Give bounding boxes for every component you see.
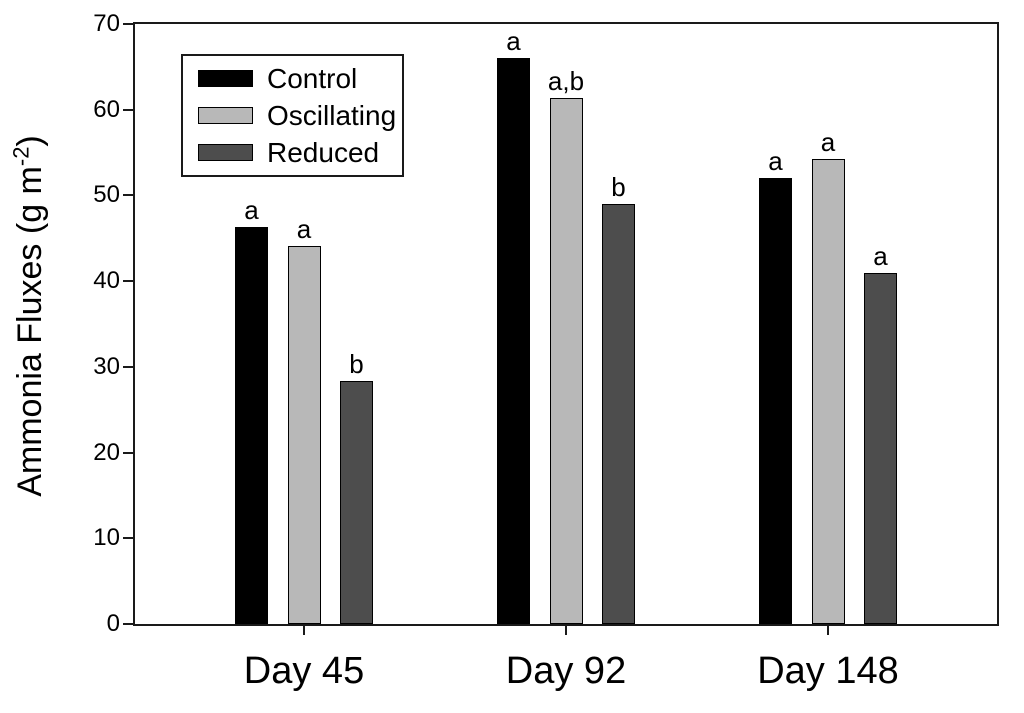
y-axis-title-close: ) — [11, 135, 49, 147]
legend-label-reduced: Reduced — [267, 136, 380, 168]
y-tick-label: 10 — [93, 524, 120, 552]
significance-letter: a — [820, 127, 836, 158]
y-tick — [123, 194, 133, 197]
bar-reduced-day92 — [602, 204, 635, 624]
bar-control-day92 — [497, 58, 530, 624]
legend-item-oscillating: Oscillating — [198, 99, 402, 131]
significance-letter: a — [244, 195, 259, 226]
y-tick-label: 30 — [93, 352, 120, 380]
legend-item-control: Control — [198, 62, 402, 94]
bar-oscillating-day45 — [287, 246, 321, 624]
y-tick — [123, 623, 133, 625]
y-tick-label: 40 — [93, 267, 120, 295]
x-tick — [827, 626, 829, 635]
x-category-label: Day 148 — [757, 650, 899, 692]
significance-letter: a — [768, 146, 783, 177]
x-category-label: Day 45 — [243, 650, 365, 692]
legend-swatch-reduced — [198, 144, 253, 161]
legend-swatch-control — [198, 70, 253, 87]
significance-letter: a,b — [547, 65, 585, 96]
x-tick — [303, 626, 305, 635]
significance-letter: b — [611, 172, 626, 202]
x-tick — [565, 626, 567, 635]
bar-oscillating-day92 — [549, 97, 583, 624]
legend-label-control: Control — [267, 62, 358, 94]
legend-item-reduced: Reduced — [198, 136, 402, 168]
bar-oscillating-day148 — [811, 159, 845, 624]
y-tick-label: 60 — [93, 95, 120, 123]
significance-letter: b — [349, 348, 364, 379]
bar-control-day45 — [235, 227, 268, 624]
bar-reduced-day148 — [864, 272, 897, 624]
y-tick — [123, 23, 133, 25]
legend-label-oscillating: Oscillating — [267, 99, 397, 131]
y-tick — [123, 451, 133, 454]
y-tick — [123, 108, 133, 111]
significance-letter: a — [296, 214, 312, 244]
y-tick-label: 0 — [106, 610, 120, 637]
x-category-label: Day 92 — [505, 650, 627, 692]
y-axis-title-exponent: -2 — [8, 146, 34, 167]
y-tick — [123, 280, 133, 283]
y-tick-label: 20 — [93, 438, 120, 466]
significance-letter: a — [873, 240, 888, 271]
bar-control-day148 — [759, 178, 792, 624]
y-tick — [123, 365, 133, 368]
y-tick-label: 50 — [93, 181, 120, 209]
bar-reduced-day45 — [340, 380, 373, 624]
legend: Control Oscillating Reduced — [181, 54, 404, 177]
y-tick — [123, 537, 133, 540]
legend-swatch-oscillating — [198, 107, 253, 124]
plot-area: Control Oscillating Reduced 0 10 20 30 40 50 6… — [93, 12, 999, 690]
y-axis-title-text: Ammonia Fluxes (g m — [11, 166, 49, 497]
y-tick-label: 70 — [93, 10, 120, 37]
y-axis-title: Ammonia Fluxes (g m-2) — [8, 116, 52, 516]
significance-letter: a — [506, 26, 521, 57]
